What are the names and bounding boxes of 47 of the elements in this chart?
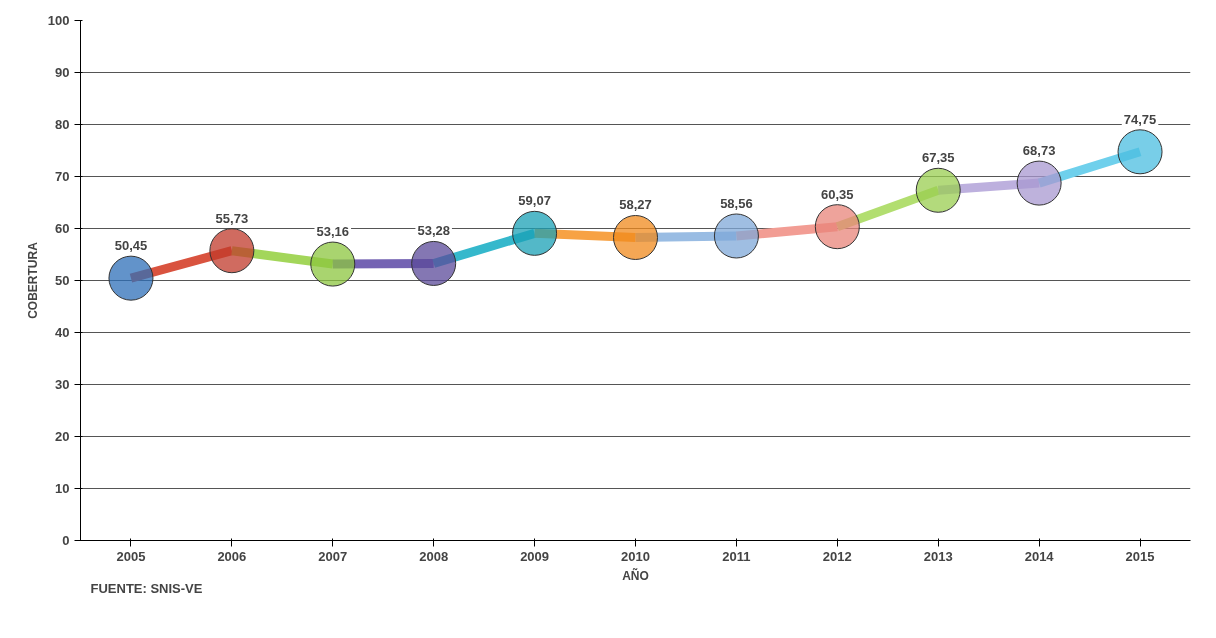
data-label: 59,07 xyxy=(518,193,551,209)
y-tick-label: 30 xyxy=(55,377,70,392)
x-tick-label: 2008 xyxy=(419,548,449,564)
y-tick-label: 60 xyxy=(55,221,70,236)
data-label: 53,16 xyxy=(316,224,350,240)
x-tick-label: 2009 xyxy=(520,548,550,564)
y-tick-label: 100 xyxy=(47,13,70,28)
y-tick-label: 80 xyxy=(55,117,70,132)
x-tick-label: 2015 xyxy=(1125,548,1155,564)
data-label: 53,28 xyxy=(417,223,450,239)
x-tick-label: 2012 xyxy=(822,548,852,564)
data-label: 58,27 xyxy=(619,197,652,213)
y-tick-label: 70 xyxy=(55,169,70,184)
y-tick-label: 20 xyxy=(55,429,70,444)
point xyxy=(310,241,356,287)
x-tick-label: 2014 xyxy=(1024,548,1055,564)
data-label: 68,73 xyxy=(1022,143,1056,159)
y-tick-label: 0 xyxy=(62,533,70,548)
point xyxy=(108,255,154,301)
point xyxy=(915,167,961,213)
y-axis-title: COBERTURA xyxy=(25,241,40,319)
data-label: 58,56 xyxy=(720,195,753,211)
x-tick-label: 2011 xyxy=(722,548,751,564)
data-label: 67,35 xyxy=(921,150,955,166)
x-tick-label: 2007 xyxy=(318,548,348,564)
y-tick-label: 50 xyxy=(55,273,70,288)
x-tick-label: 2013 xyxy=(923,548,953,564)
point xyxy=(411,240,457,286)
data-label: 55,73 xyxy=(215,210,249,226)
point xyxy=(814,204,860,250)
x-axis-title: AÑO xyxy=(622,567,649,583)
source-note: FUENTE: SNIS-VE xyxy=(90,580,203,596)
point xyxy=(713,213,759,259)
point xyxy=(512,210,558,256)
point xyxy=(1016,160,1062,206)
data-label: 74,75 xyxy=(1123,111,1157,127)
y-tick-label: 10 xyxy=(55,481,70,496)
point xyxy=(613,215,658,260)
x-tick-label: 2010 xyxy=(621,548,650,564)
data-label: 60,35 xyxy=(821,186,854,202)
y-tick-label: 40 xyxy=(55,325,70,340)
point xyxy=(1117,129,1163,175)
x-tick-label: 2006 xyxy=(217,548,247,564)
data-label: 50,45 xyxy=(114,238,148,254)
x-tick-label: 2005 xyxy=(116,548,146,564)
point xyxy=(209,228,255,274)
y-tick-label: 90 xyxy=(55,65,70,80)
